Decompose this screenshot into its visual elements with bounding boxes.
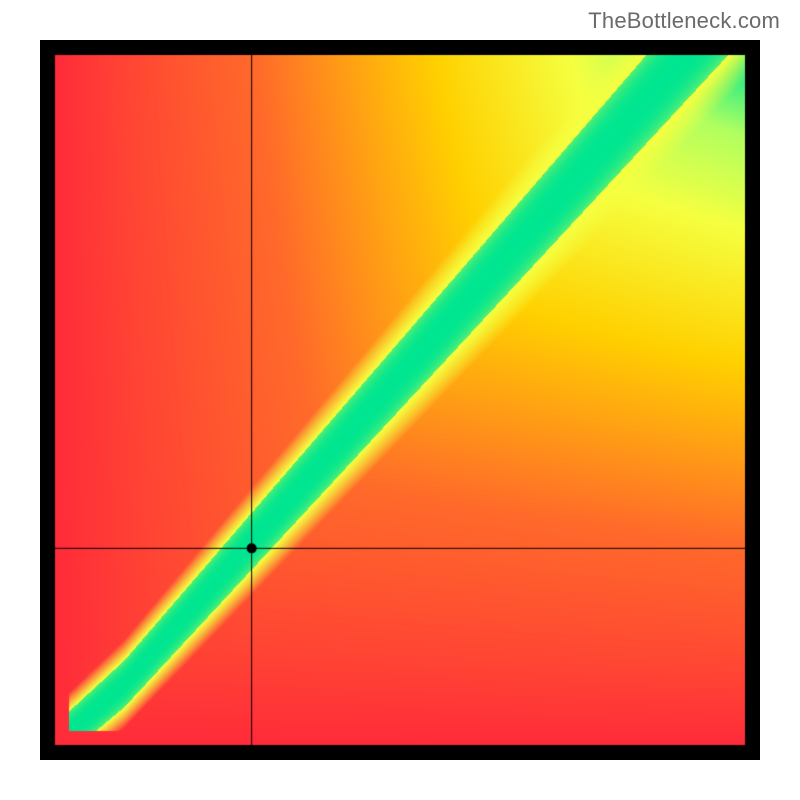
heatmap-chart bbox=[40, 40, 760, 760]
watermark-text: TheBottleneck.com bbox=[588, 8, 780, 34]
heatmap-canvas bbox=[40, 40, 760, 760]
